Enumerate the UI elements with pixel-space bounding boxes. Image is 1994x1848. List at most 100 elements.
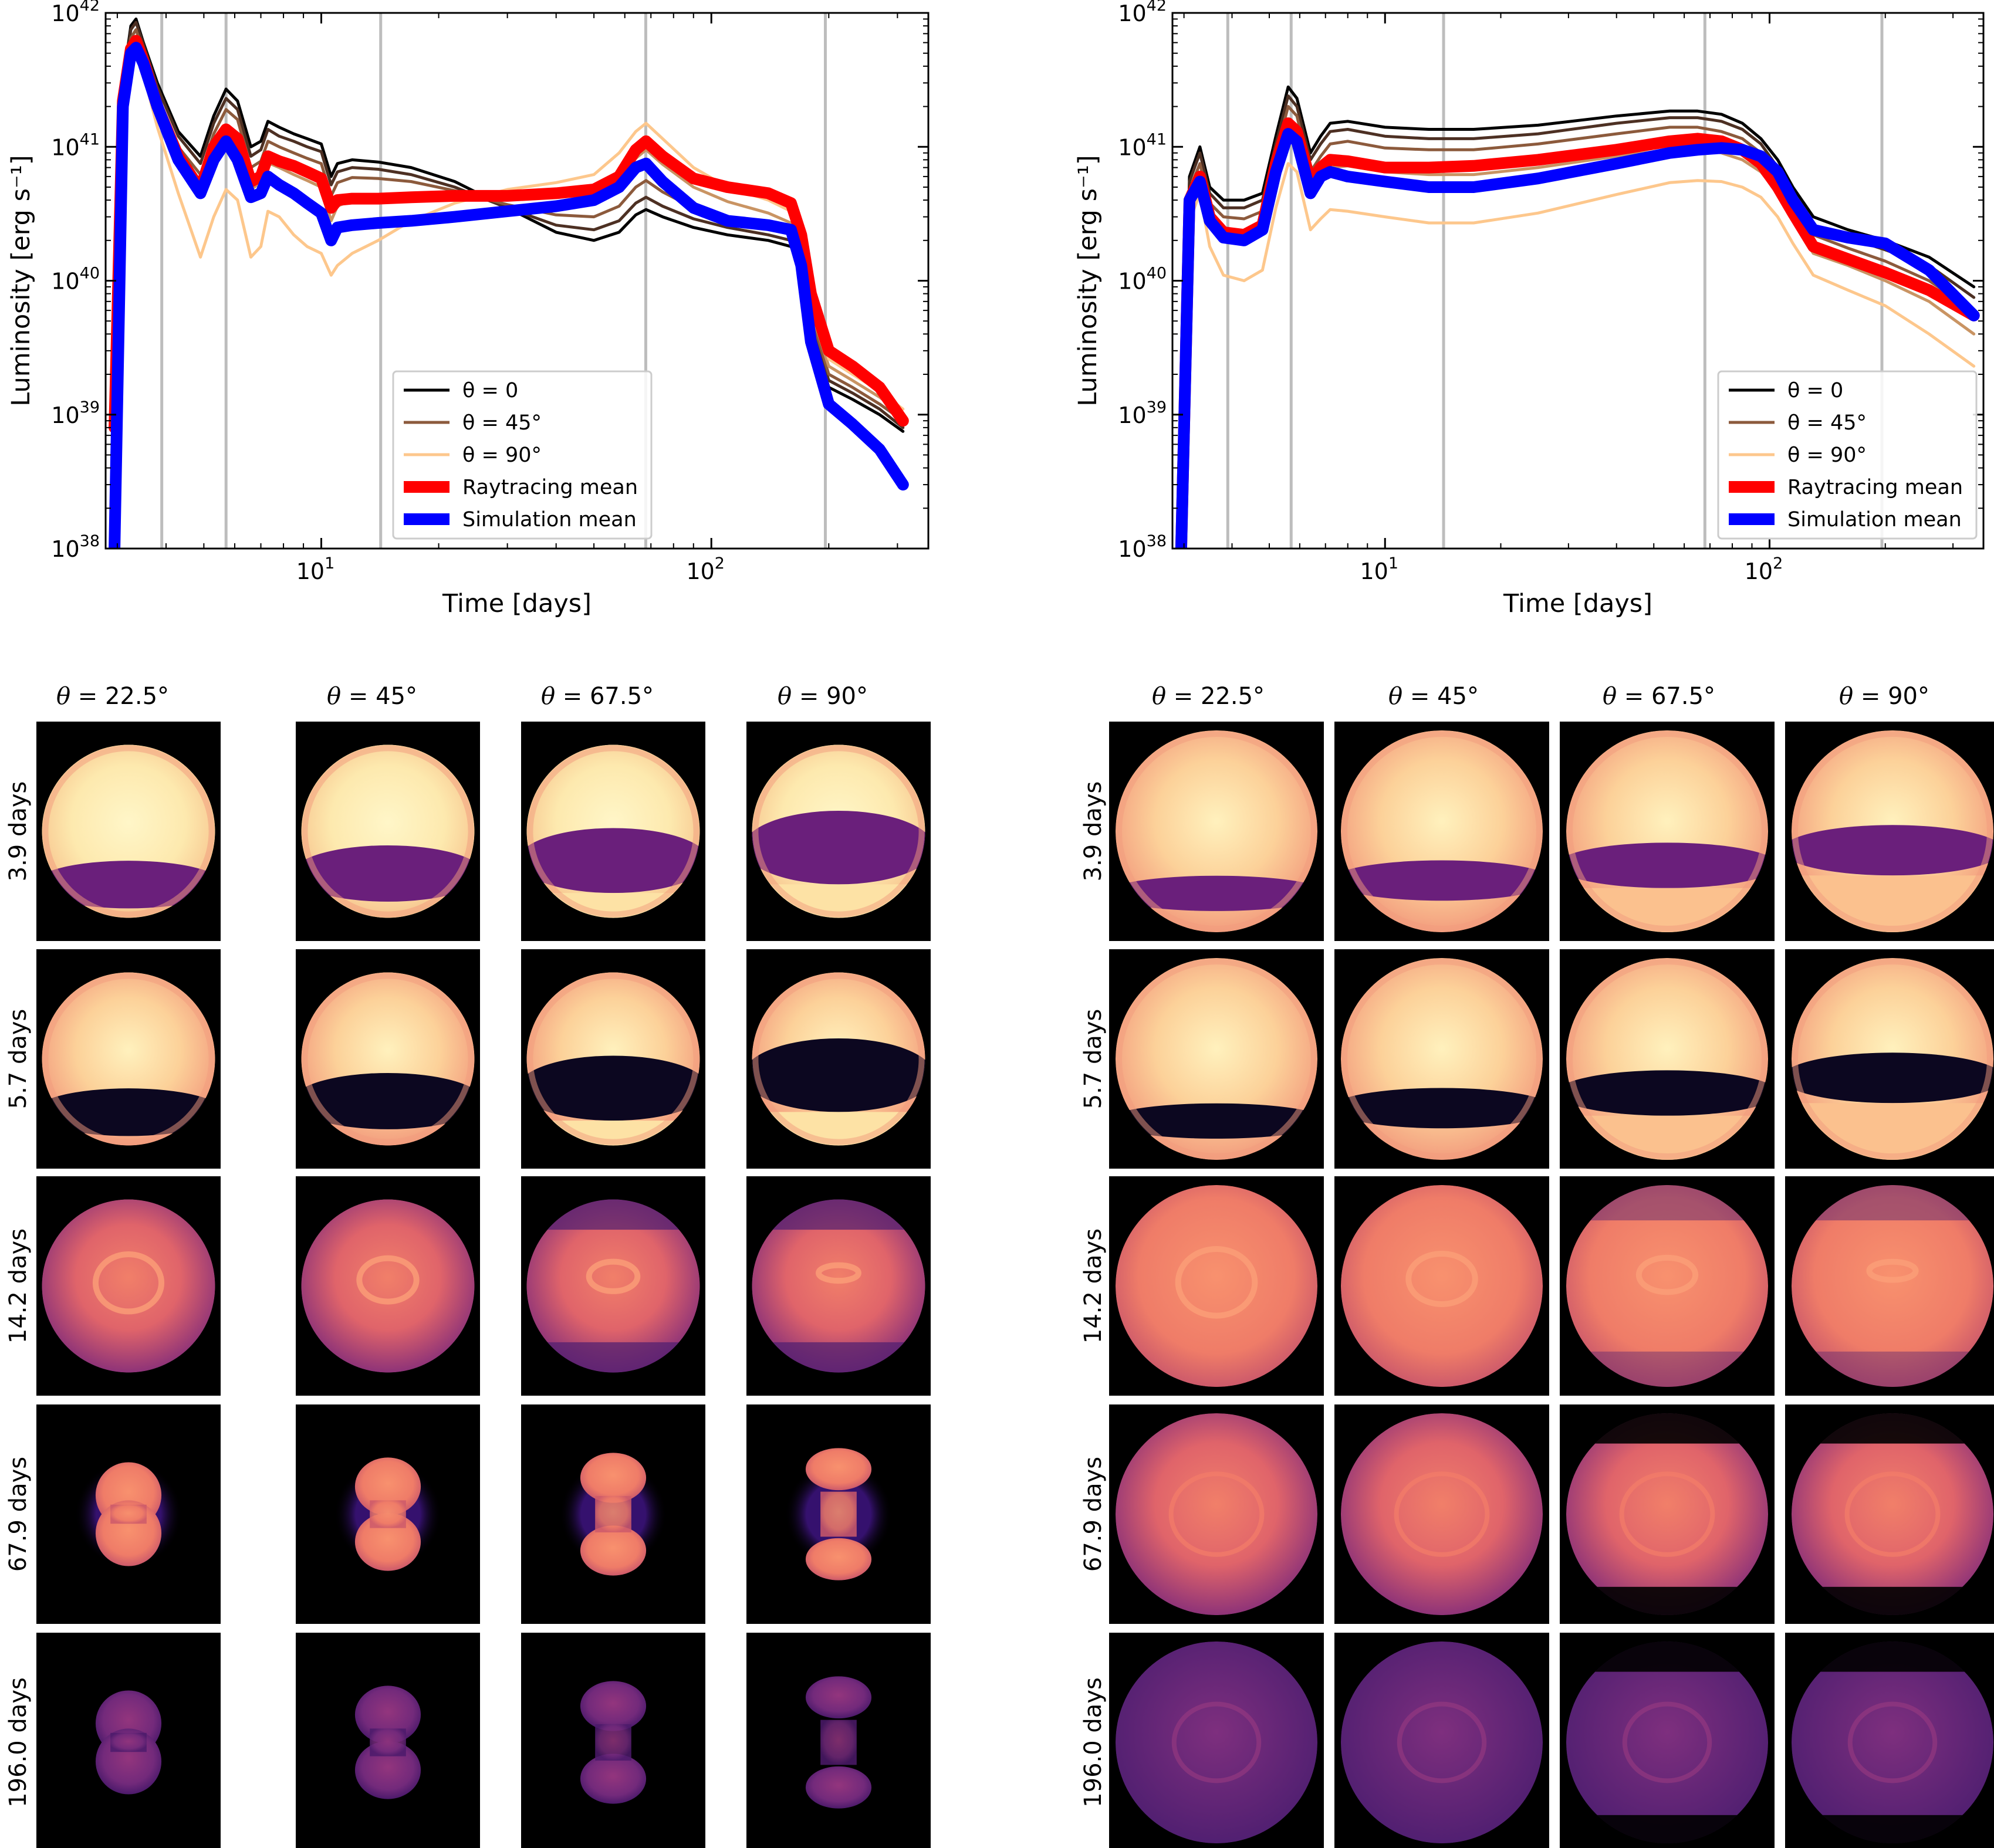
ejecta-sphere — [1340, 1413, 1543, 1616]
lower-lobe — [580, 1754, 647, 1804]
legend-label: Simulation mean — [462, 508, 637, 532]
render-panel — [521, 722, 705, 941]
ejecta-sphere — [1115, 1413, 1318, 1616]
legend-label: θ = 90° — [1787, 444, 1867, 467]
column-label: θ = 90° — [1839, 683, 1929, 710]
y-tick-label: 1039 — [51, 398, 100, 428]
legend-box — [1717, 370, 1978, 540]
column-label: θ = 67.5° — [1603, 683, 1715, 710]
render-panel — [521, 1633, 705, 1848]
y-tick-label: 1042 — [51, 0, 100, 26]
render-panel — [1334, 1404, 1549, 1624]
render-panel — [1560, 722, 1775, 941]
series-line-theta22 — [113, 21, 905, 429]
legend: θ = 0 θ = 45° θ = 90° Raytracing mean Simula… — [1717, 370, 1978, 540]
render-panel — [36, 722, 221, 941]
x-axis-label: Time [days] — [442, 589, 592, 618]
render-panel — [521, 1404, 705, 1624]
render-panel — [1560, 1404, 1775, 1624]
render-panel — [521, 949, 705, 1169]
upper-lobe — [805, 1448, 872, 1491]
x-tick-label: 101 — [296, 554, 335, 584]
upper-lobe — [580, 1453, 647, 1503]
render-panel — [36, 1404, 221, 1624]
ejecta-sphere — [42, 1199, 215, 1373]
ejecta-sphere — [301, 744, 475, 918]
x-tick-label: 101 — [1360, 554, 1398, 584]
waist — [820, 1720, 857, 1765]
legend-label: θ = 0 — [462, 379, 518, 402]
y-tick-label: 1040 — [51, 265, 100, 295]
render-panel — [1109, 1404, 1324, 1624]
waist — [595, 1724, 631, 1761]
render-panel — [746, 1176, 931, 1396]
render-panel — [1334, 1176, 1549, 1396]
render-panel — [746, 1633, 931, 1848]
render-panel — [296, 949, 480, 1169]
legend-label: θ = 45° — [1787, 411, 1867, 435]
render-panel — [1560, 1633, 1775, 1848]
column-label: θ = 22.5° — [1152, 683, 1265, 710]
row-label: 67.9 days — [1080, 1457, 1107, 1572]
ejecta-sphere — [1115, 730, 1318, 933]
ejecta-sphere — [526, 972, 700, 1146]
ejecta-sphere — [1340, 730, 1543, 933]
render-panel — [1109, 1176, 1324, 1396]
render-panel — [36, 949, 221, 1169]
render-panel — [296, 1633, 480, 1848]
render-panel — [296, 722, 480, 941]
image-grid-left: θ = 22.5° θ = 45° θ = 67.5° θ = 90° 3.9 days… — [5, 683, 931, 1848]
y-tick-label: 1041 — [51, 130, 100, 160]
legend-label: θ = 90° — [462, 444, 542, 467]
render-panel — [1785, 1176, 1994, 1396]
upper-lobe — [805, 1676, 872, 1719]
ejecta-sphere — [301, 972, 475, 1146]
waist — [370, 1500, 406, 1528]
ejecta-sphere — [752, 972, 925, 1146]
render-panel — [1109, 949, 1324, 1169]
legend-label: θ = 45° — [462, 411, 542, 435]
render-panel — [1334, 722, 1549, 941]
render-panel — [36, 1176, 221, 1396]
render-panel — [1109, 722, 1324, 941]
legend-box — [392, 370, 653, 540]
legend-label: θ = 0 — [1787, 379, 1843, 402]
x-tick-label: 102 — [1745, 554, 1783, 584]
column-label: θ = 67.5° — [541, 683, 654, 710]
y-axis-label: Luminosity [erg s⁻¹] — [1073, 155, 1103, 406]
render-panel — [1785, 722, 1994, 941]
upper-lobe — [580, 1681, 647, 1731]
legend-label: Raytracing mean — [1787, 476, 1963, 499]
ejecta-sphere — [1791, 957, 1994, 1160]
lower-lobe — [580, 1525, 647, 1576]
ejecta-sphere — [42, 744, 215, 918]
y-tick-label: 1040 — [1118, 265, 1167, 295]
ejecta-sphere — [1340, 1184, 1543, 1387]
series-line-simulation — [1175, 128, 1980, 549]
y-tick-label: 1041 — [1118, 130, 1167, 160]
ejecta-sphere — [301, 1199, 475, 1373]
row-label: 5.7 days — [5, 1009, 32, 1109]
row-label: 196.0 days — [1080, 1677, 1107, 1808]
series-line-theta90 — [1179, 162, 1976, 549]
render-panel — [746, 722, 931, 941]
column-label: θ = 90° — [778, 683, 868, 710]
ejecta-sphere — [526, 744, 700, 918]
render-panel — [36, 1633, 221, 1848]
lower-lobe — [805, 1538, 872, 1580]
y-tick-label: 1038 — [51, 532, 100, 562]
render-panel — [1560, 949, 1775, 1169]
ejecta-sphere — [1115, 1641, 1318, 1844]
waist — [110, 1504, 147, 1524]
column-label: θ = 22.5° — [56, 683, 169, 710]
x-tick-label: 102 — [686, 554, 725, 584]
row-label: 14.2 days — [1080, 1228, 1107, 1343]
x-axis-label: Time [days] — [1503, 589, 1652, 618]
row-label: 14.2 days — [5, 1228, 32, 1343]
luminosity-plot-left: 1038 1039 1040 1041 1042 101 102 Time [days] Lum… — [6, 0, 930, 618]
legend: θ = 0 θ = 45° θ = 90° Raytracing mean Simula… — [392, 370, 653, 540]
row-label: 3.9 days — [1080, 781, 1107, 882]
render-panel — [746, 949, 931, 1169]
render-panel — [296, 1176, 480, 1396]
